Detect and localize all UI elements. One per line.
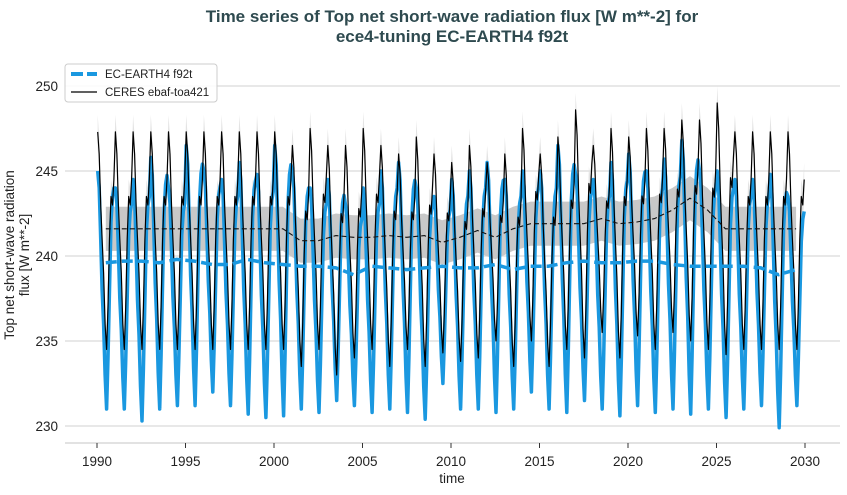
series-lines bbox=[95, 102, 806, 430]
x-tick-label: 2000 bbox=[259, 454, 289, 469]
x-tick-label: 1995 bbox=[170, 454, 200, 469]
x-tick-label: 2015 bbox=[524, 454, 554, 469]
x-tick-label: 2020 bbox=[613, 454, 643, 469]
y-tick-label: 240 bbox=[35, 249, 58, 264]
y-axis-label-line-1: Top net short-wave radiation bbox=[2, 170, 17, 340]
y-tick-label: 245 bbox=[35, 164, 58, 179]
obs-annual-mean-line bbox=[105, 197, 797, 243]
legend-label-obs: CERES ebaf-toa421 bbox=[105, 87, 209, 99]
x-tick-label: 2005 bbox=[347, 454, 377, 469]
y-tick-label: 235 bbox=[35, 334, 58, 349]
x-tick-label: 1990 bbox=[82, 454, 112, 469]
obs-monthly-line bbox=[97, 102, 805, 376]
chart-title-line-1: Time series of Top net short-wave radiat… bbox=[206, 7, 699, 26]
x-tick-label: 2010 bbox=[436, 454, 466, 469]
axes: 230 235 240 245 250 1990 1995 2000 2005 2010 2015 2… bbox=[35, 79, 840, 469]
legend-label-model: EC-EARTH4 f92t bbox=[105, 69, 193, 81]
legend: EC-EARTH4 f92t CERES ebaf-toa421 bbox=[64, 63, 218, 103]
x-tick-label: 2030 bbox=[790, 454, 820, 469]
y-axis-label-line-2: flux [W m**-2] bbox=[17, 214, 32, 297]
y-tick-label: 250 bbox=[35, 79, 58, 94]
legend-box bbox=[64, 63, 218, 103]
y-tick-label: 230 bbox=[35, 419, 58, 434]
model-annual-mean-line bbox=[105, 257, 797, 277]
chart-title-line-2: ece4-tuning EC-EARTH4 f92t bbox=[336, 27, 569, 46]
model-monthly-line bbox=[95, 138, 806, 430]
x-tick-label: 2025 bbox=[701, 454, 731, 469]
x-axis-label: time bbox=[439, 471, 465, 486]
